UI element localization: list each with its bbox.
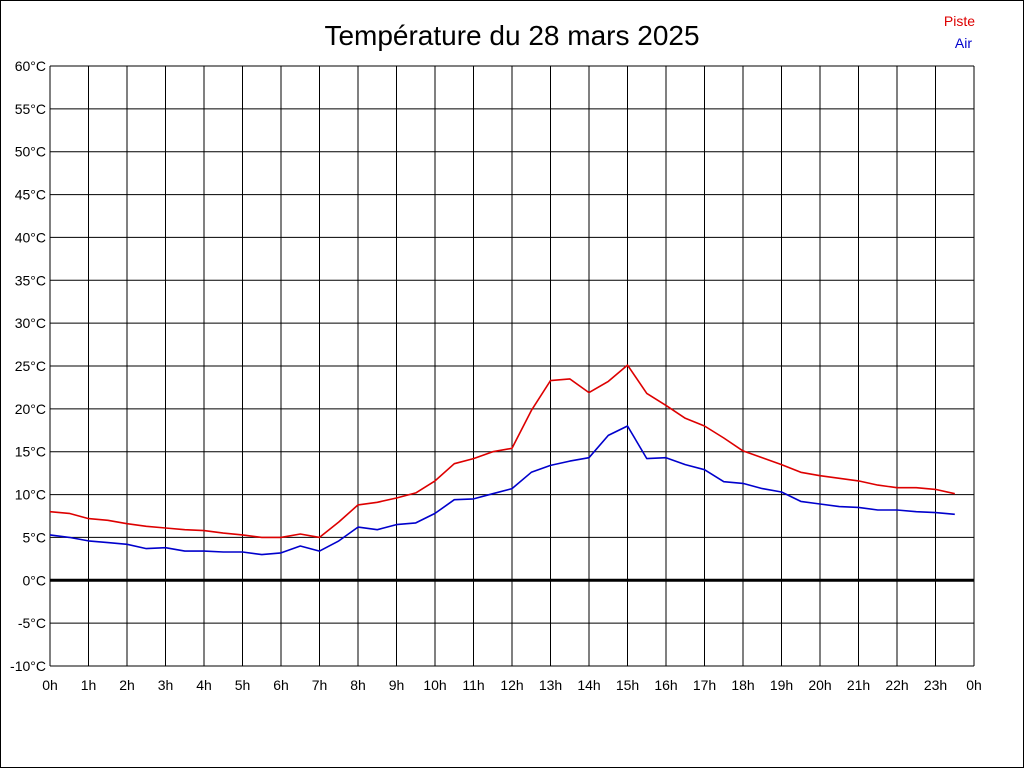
x-tick-label: 5h: [235, 677, 251, 693]
x-tick-label: 2h: [119, 677, 135, 693]
y-tick-label: 0°C: [23, 572, 47, 588]
x-tick-label: 16h: [654, 677, 677, 693]
y-tick-label: 40°C: [15, 229, 46, 245]
x-tick-label: 11h: [462, 677, 484, 693]
y-tick-label: 20°C: [15, 401, 46, 417]
y-tick-label: -5°C: [18, 615, 46, 631]
y-tick-label: 25°C: [15, 358, 46, 374]
x-tick-label: 14h: [577, 677, 600, 693]
y-tick-label: 10°C: [15, 487, 46, 503]
y-tick-label: 35°C: [15, 272, 46, 288]
x-tick-label: 13h: [539, 677, 562, 693]
x-tick-label: 6h: [273, 677, 289, 693]
x-tick-label: 10h: [423, 677, 446, 693]
series-lines: [49, 364, 955, 556]
x-tick-label: 7h: [312, 677, 328, 693]
x-tick-label: 23h: [924, 677, 947, 693]
x-tick-label: 0h: [42, 677, 58, 693]
y-tick-labels: 60°C 55°C 50°C 45°C 40°C 35°C 30°C 25°C 20°C 15°C…: [10, 58, 46, 674]
y-tick-label: 55°C: [15, 101, 46, 117]
y-tick-label: 5°C: [23, 529, 47, 545]
x-tick-label: 17h: [693, 677, 716, 693]
grid: [49, 65, 975, 667]
legend-piste: Piste: [944, 13, 975, 29]
x-tick-label: 12h: [500, 677, 523, 693]
y-tick-label: 30°C: [15, 315, 46, 331]
legend-air: Air: [955, 35, 972, 51]
x-tick-label: 0h: [966, 677, 982, 693]
y-tick-label: 45°C: [15, 187, 46, 203]
x-tick-label: 4h: [196, 677, 212, 693]
x-tick-label: 15h: [616, 677, 639, 693]
x-tick-label: 18h: [731, 677, 754, 693]
x-tick-label: 1h: [81, 677, 97, 693]
x-tick-label: 21h: [847, 677, 870, 693]
x-tick-label: 8h: [350, 677, 366, 693]
x-tick-labels: 0h 1h 2h 3h 4h 5h 6h 7h 8h 9h 10h 11h 12h 13h 14h 15h 16…: [42, 677, 982, 693]
chart-title: Température du 28 mars 2025: [324, 20, 699, 51]
y-tick-label: 60°C: [15, 58, 46, 74]
y-tick-label: -10°C: [10, 658, 46, 674]
x-tick-label: 19h: [770, 677, 793, 693]
series-line-piste: [49, 364, 955, 539]
x-tick-label: 22h: [885, 677, 908, 693]
y-tick-label: 15°C: [15, 444, 46, 460]
x-tick-label: 20h: [808, 677, 831, 693]
x-tick-label: 9h: [389, 677, 405, 693]
series-line-air: [49, 425, 955, 556]
x-tick-label: 3h: [158, 677, 174, 693]
y-tick-label: 50°C: [15, 144, 46, 160]
